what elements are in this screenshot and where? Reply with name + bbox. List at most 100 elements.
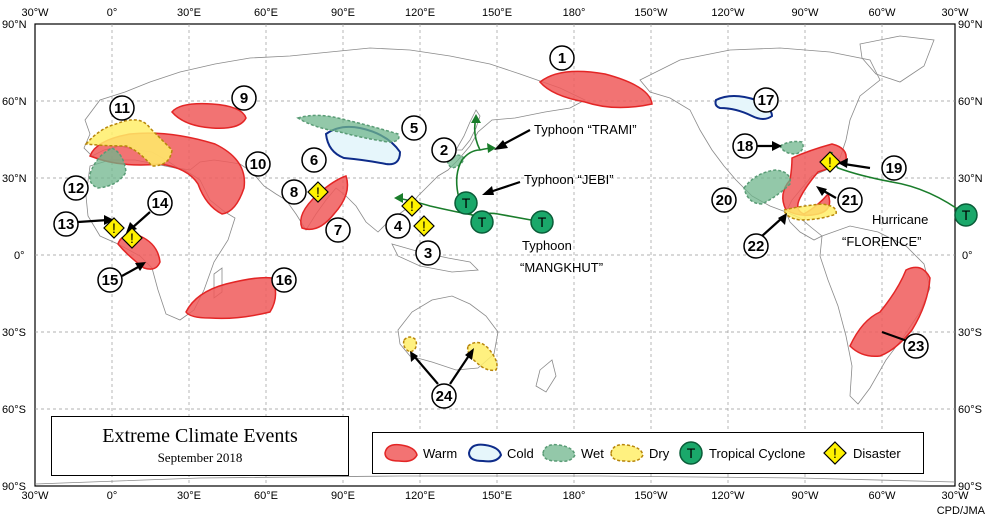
- svg-text:150°W: 150°W: [634, 7, 668, 19]
- svg-text:30°E: 30°E: [177, 7, 201, 19]
- event-label-17: 17: [753, 87, 779, 113]
- new-zealand-outline: [535, 359, 557, 393]
- svg-text:!: !: [828, 154, 832, 170]
- tc-mangkhut-icon: [530, 210, 554, 234]
- svg-text:90°E: 90°E: [331, 490, 355, 502]
- svg-text:60°N: 60°N: [2, 96, 27, 108]
- event-label-23: 23: [903, 333, 929, 359]
- event-label-2: 2: [431, 137, 457, 163]
- svg-text:!: !: [410, 198, 414, 214]
- svg-text:17: 17: [758, 92, 775, 109]
- svg-text:30°W: 30°W: [21, 490, 49, 502]
- svg-text:5: 5: [410, 120, 418, 137]
- svg-text:0°: 0°: [14, 250, 25, 262]
- disaster-3-icon: [413, 215, 435, 237]
- svg-text:30°S: 30°S: [2, 327, 26, 339]
- svg-text:14: 14: [152, 195, 169, 212]
- svg-text:!: !: [112, 220, 116, 236]
- event-labels: 1 2 3 4 5 6 7 8 9 10 11 12 13 14 15 16 1…: [53, 45, 929, 409]
- wet-area-12: [88, 147, 127, 189]
- svg-text:120°E: 120°E: [405, 490, 435, 502]
- svg-text:T: T: [687, 445, 696, 461]
- svg-text:10: 10: [250, 156, 267, 173]
- dry-area-11: [84, 119, 173, 167]
- svg-text:1: 1: [558, 50, 566, 67]
- storm-names: Typhoon “TRAMI” Typhoon “JEBI” Typhoon “…: [520, 122, 928, 275]
- svg-text:30°N: 30°N: [958, 173, 983, 185]
- legend-graphic: Warm Cold Wet Dry T Tropical Cyclone ! D…: [384, 441, 901, 465]
- legend-dry-swatch: [610, 443, 644, 463]
- legend-warm-label: Warm: [423, 446, 457, 461]
- svg-text:24: 24: [436, 388, 453, 405]
- svg-text:!: !: [833, 445, 837, 461]
- event-label-3: 3: [415, 240, 441, 266]
- disaster-19-icon: [819, 151, 841, 173]
- svg-text:!: !: [316, 184, 320, 200]
- south-america-outline: [819, 225, 931, 405]
- svg-text:180°: 180°: [563, 7, 586, 19]
- svg-text:22: 22: [748, 238, 765, 255]
- svg-text:!: !: [422, 218, 426, 234]
- storm-label-jebi: Typhoon “JEBI”: [524, 172, 614, 187]
- legend-disaster-icon: [823, 441, 847, 465]
- event-label-18: 18: [732, 133, 758, 159]
- svg-text:120°W: 120°W: [711, 7, 745, 19]
- event-label-1: 1: [549, 45, 575, 71]
- wet-area-20: [743, 169, 791, 205]
- warm-area-7: [300, 175, 349, 231]
- event-label-7: 7: [325, 217, 351, 243]
- svg-text:6: 6: [310, 152, 318, 169]
- event-label-6: 6: [301, 147, 327, 173]
- event-label-21: 21: [837, 187, 863, 213]
- svg-text:30°N: 30°N: [2, 173, 27, 185]
- tc-jebi-icon: [470, 210, 494, 234]
- pointer-arrows: [77, 129, 911, 385]
- event-label-12: 12: [63, 175, 89, 201]
- svg-text:60°S: 60°S: [2, 404, 26, 416]
- svg-text:90°E: 90°E: [331, 7, 355, 19]
- event-label-11: 11: [109, 95, 135, 121]
- event-label-15: 15: [97, 267, 123, 293]
- svg-text:20: 20: [716, 192, 733, 209]
- svg-text:13: 13: [58, 216, 75, 233]
- event-label-24: 24: [431, 383, 457, 409]
- svg-text:180°: 180°: [563, 490, 586, 502]
- svg-text:30°S: 30°S: [958, 327, 982, 339]
- warm-area-23: [849, 266, 931, 358]
- dry-area-24a: [402, 336, 418, 353]
- storm-label-mangkhut-2: “MANGKHUT”: [520, 260, 603, 275]
- svg-text:21: 21: [842, 192, 859, 209]
- legend-dry-label: Dry: [649, 446, 670, 461]
- event-label-10: 10: [245, 151, 271, 177]
- svg-text:19: 19: [886, 160, 903, 177]
- antarctica-outline: [34, 475, 956, 485]
- left-lat-labels: 90°N 60°N 30°N 0° 30°S 60°S 90°S: [2, 19, 27, 493]
- svg-text:2: 2: [440, 142, 448, 159]
- svg-text:30°W: 30°W: [21, 7, 49, 19]
- svg-text:T: T: [478, 214, 487, 230]
- svg-text:12: 12: [68, 180, 85, 197]
- disaster-8-icon: [307, 181, 329, 203]
- svg-text:60°E: 60°E: [254, 7, 278, 19]
- svg-text:90°N: 90°N: [2, 19, 27, 31]
- storm-label-florence-1: Hurricane: [872, 212, 928, 227]
- svg-text:60°W: 60°W: [868, 490, 896, 502]
- tc-jebi-2-icon: [454, 191, 478, 215]
- svg-text:60°W: 60°W: [868, 7, 896, 19]
- track-mangkhut-arrowhead: [394, 193, 403, 203]
- svg-text:9: 9: [240, 90, 248, 107]
- disaster-13-icon: [103, 217, 125, 239]
- japan-outline: [455, 109, 481, 151]
- tropical-cyclone-markers: T T T T: [454, 191, 978, 234]
- tc-florence-icon: [954, 203, 978, 227]
- wet-area-18: [779, 140, 804, 155]
- svg-text:30°E: 30°E: [177, 490, 201, 502]
- svg-text:8: 8: [290, 184, 298, 201]
- svg-text:18: 18: [737, 138, 754, 155]
- legend-tc-icon: [679, 441, 703, 465]
- svg-text:0°: 0°: [962, 250, 973, 262]
- svg-text:90°W: 90°W: [791, 490, 819, 502]
- event-label-4: 4: [385, 213, 411, 239]
- top-tick-labels: 30°W 0° 30°E 60°E 90°E 120°E 150°E 180° …: [21, 7, 969, 19]
